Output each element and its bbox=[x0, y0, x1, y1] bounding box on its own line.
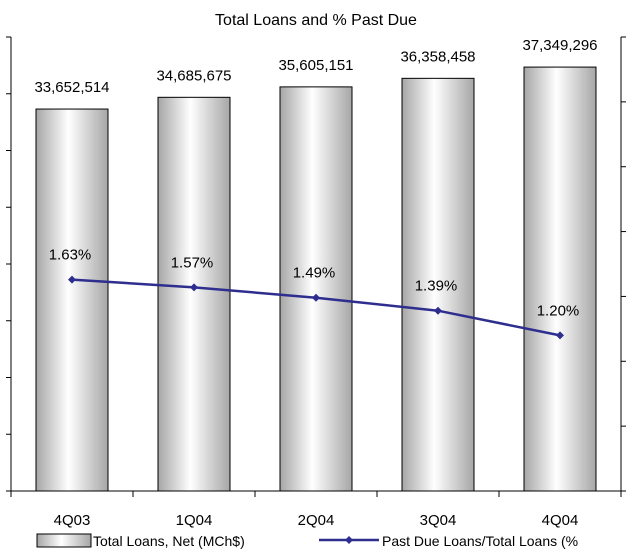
bars bbox=[35, 66, 597, 492]
bar-data-label: 35,605,151 bbox=[278, 57, 353, 74]
legend-line-marker bbox=[345, 536, 353, 544]
bar bbox=[523, 66, 597, 492]
line-series: 1.63% 1.57% 1.49% 1.39% 1.20% bbox=[49, 247, 580, 340]
bar-data-label: 33,652,514 bbox=[34, 79, 109, 96]
legend-bar-label: Total Loans, Net (MCh$) bbox=[93, 533, 245, 549]
bar bbox=[35, 108, 109, 492]
category-label: 2Q04 bbox=[298, 512, 335, 529]
bar bbox=[157, 96, 231, 492]
bar-labels: 33,652,514 34,685,675 35,605,151 36,358,458… bbox=[34, 37, 597, 96]
legend-bar-swatch bbox=[36, 533, 92, 548]
bar bbox=[279, 86, 353, 492]
line-data-label: 1.49% bbox=[293, 265, 336, 282]
category-label: 3Q04 bbox=[420, 512, 457, 529]
line-data-label: 1.63% bbox=[49, 247, 92, 264]
legend-line-label: Past Due Loans/Total Loans (% bbox=[382, 533, 578, 549]
bar-data-label: 37,349,296 bbox=[522, 37, 597, 54]
line-point bbox=[68, 275, 76, 284]
line-data-label: 1.39% bbox=[415, 278, 458, 295]
bar-data-label: 34,685,675 bbox=[156, 67, 231, 84]
legend: Total Loans, Net (MCh$) Past Due Loans/T… bbox=[36, 533, 578, 549]
category-label: 4Q04 bbox=[542, 512, 579, 529]
bar-data-label: 36,358,458 bbox=[400, 48, 475, 65]
category-label: 1Q04 bbox=[176, 512, 213, 529]
category-labels: 4Q03 1Q04 2Q04 3Q04 4Q04 bbox=[54, 512, 579, 529]
line-data-label: 1.57% bbox=[171, 254, 214, 271]
line-point bbox=[434, 306, 442, 315]
category-label: 4Q03 bbox=[54, 512, 91, 529]
line-point bbox=[190, 283, 198, 292]
bar bbox=[401, 77, 475, 492]
chart-title: Total Loans and % Past Due bbox=[215, 12, 417, 29]
line-point bbox=[312, 293, 320, 302]
line-point bbox=[556, 331, 564, 340]
line-data-label: 1.20% bbox=[537, 302, 580, 319]
